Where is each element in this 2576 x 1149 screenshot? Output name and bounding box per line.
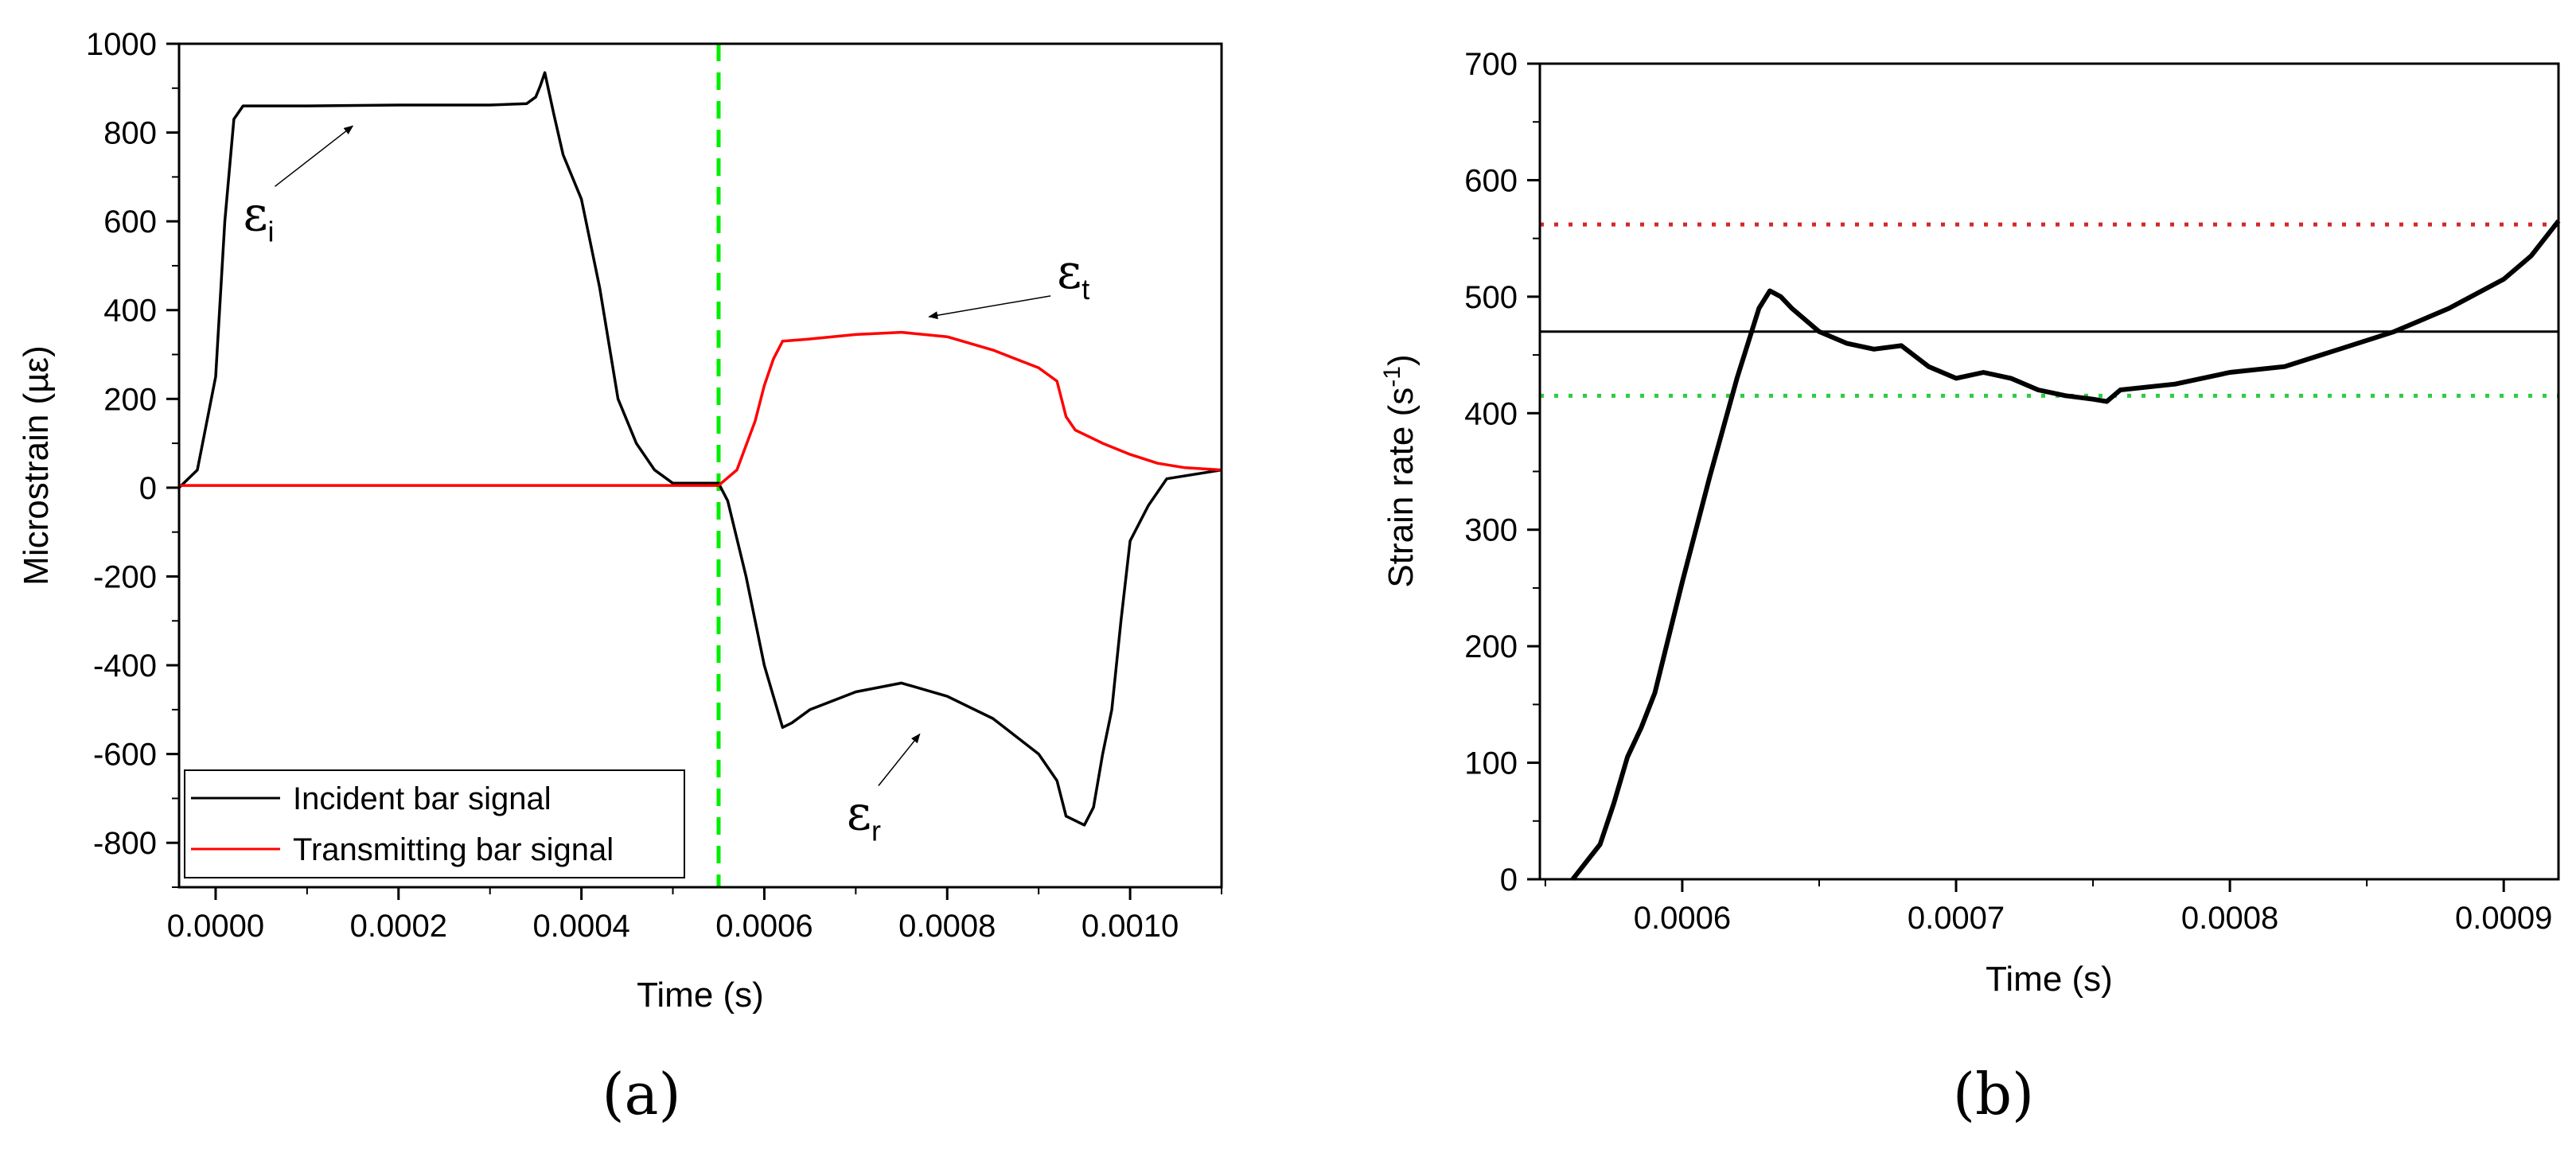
- plot-frame: [177, 42, 1223, 889]
- y-tick-label: 700: [1464, 47, 1518, 82]
- x-tick-label: 0.0008: [898, 909, 996, 944]
- legend: Incident bar signal Transmitting bar sig…: [184, 769, 685, 878]
- y-axis-title: Microstrain (µε): [17, 345, 56, 586]
- x-tick-label: 0.0000: [167, 909, 264, 944]
- y-tick-label: 400: [103, 294, 157, 329]
- x-tick-label: 0.0010: [1081, 909, 1179, 944]
- y-tick-label: 100: [1464, 746, 1518, 781]
- y-axis-title: Strain rate (s-1): [1379, 354, 1421, 587]
- reference-lines: [1540, 222, 2558, 398]
- data-series: [177, 71, 1222, 827]
- y-tick-labels: -800 -600 -400 -200 0 200 400 600 800 1000: [86, 27, 157, 861]
- y-axis-title-superscript: -1: [1379, 366, 1405, 388]
- data-series: [1570, 219, 2561, 881]
- y-tick-label: -200: [93, 559, 157, 594]
- x-tick-labels: 0.0000 0.0002 0.0004 0.0006 0.0008 0.0010: [167, 909, 1179, 944]
- x-tick-label: 0.0007: [1908, 901, 2005, 936]
- annotation-epsilon-i: εi: [243, 186, 274, 247]
- x-tick-label: 0.0008: [2181, 901, 2278, 936]
- y-tick-label: 0: [139, 471, 157, 506]
- y-tick-label: 1000: [86, 27, 157, 62]
- y-tick-label: 200: [1464, 629, 1518, 664]
- annotation-epsilon-t: εt: [1057, 244, 1089, 306]
- y-tick-label: -600: [93, 738, 157, 773]
- y-axis-title-close: ): [1382, 354, 1421, 366]
- y-tick-label: 400: [1464, 396, 1518, 431]
- x-axis-title: Time (s): [1986, 960, 2113, 999]
- y-tick-label: 600: [1464, 163, 1518, 198]
- x-tick-label: 0.0009: [2455, 901, 2552, 936]
- series-line-secondary: [179, 330, 1222, 487]
- legend-label-incident: Incident bar signal: [293, 781, 551, 816]
- annotation-arrow: [274, 125, 354, 187]
- panel-a-chart: -800 -600 -400 -200 0 200 400 600 800 1000 0.0000…: [17, 27, 1223, 1128]
- x-tick-label: 0.0006: [715, 909, 813, 944]
- panel-label-b: (b): [1953, 1061, 2034, 1128]
- annotation-arrow: [928, 295, 1051, 320]
- y-tick-label: 800: [103, 116, 157, 151]
- x-axis-title: Time (s): [637, 976, 764, 1015]
- panel-label-a: (a): [602, 1061, 680, 1128]
- y-tick-label: -400: [93, 649, 157, 684]
- plot-frame: [1538, 62, 2560, 881]
- x-tick-label: 0.0002: [350, 909, 447, 944]
- y-tick-label: 300: [1464, 513, 1518, 548]
- series-line-primary: [177, 71, 1222, 827]
- x-tick-label: 0.0006: [1634, 901, 1731, 936]
- y-tick-label: 600: [103, 204, 157, 240]
- y-tick-label: 200: [103, 382, 157, 417]
- x-tick-label: 0.0004: [532, 909, 629, 944]
- y-tick-label: 0: [1500, 863, 1518, 898]
- y-tick-label: 500: [1464, 280, 1518, 315]
- annotation-arrow: [878, 733, 921, 786]
- annotation-epsilon-r: εr: [847, 785, 881, 847]
- legend-box: [184, 769, 685, 878]
- y-tick-labels: 0 100 200 300 400 500 600 700: [1464, 47, 1518, 898]
- series-line-primary: [1570, 219, 2561, 881]
- legend-label-transmitting: Transmitting bar signal: [293, 832, 614, 867]
- axis-ticks: [1527, 62, 2505, 892]
- y-tick-label: -800: [93, 826, 157, 861]
- x-tick-labels: 0.0006 0.0007 0.0008 0.0009: [1634, 901, 2553, 936]
- y-axis-title-main: Strain rate (s: [1382, 388, 1421, 588]
